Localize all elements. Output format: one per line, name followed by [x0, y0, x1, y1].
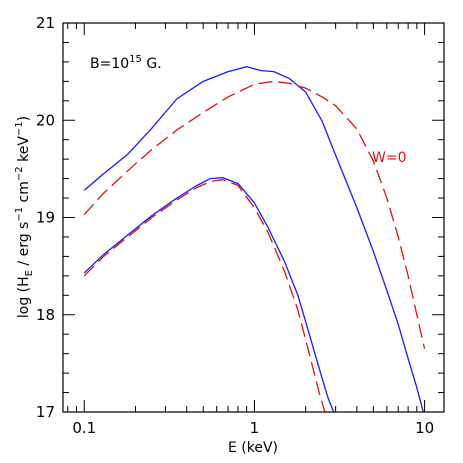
ticks-layer: 0.1 1 10 17 18 19 20 21: [36, 14, 444, 437]
series-line-lower-dashed: [83, 178, 326, 412]
y-tick-label: 20: [36, 111, 55, 129]
annotation-w0: W=0: [372, 150, 406, 166]
y-tick-label: 18: [36, 306, 55, 324]
x-tick-label: 10: [415, 419, 434, 437]
series-layer: [83, 66, 426, 412]
series-line-upper-solid: [83, 66, 424, 412]
annotation-field: B=1015 G.: [90, 54, 162, 72]
y-tick-label: 19: [36, 209, 55, 227]
series-line-upper-dashed: [83, 80, 426, 349]
y-tick-label: 21: [36, 14, 55, 32]
series-line-lower-solid: [83, 176, 335, 412]
x-tick-label: 0.1: [72, 419, 96, 437]
y-axis-title: log (HE / erg s−1 cm−2 keV−1): [14, 116, 35, 318]
x-tick-label: 1: [250, 419, 260, 437]
y-tick-label: 17: [36, 403, 55, 421]
x-axis-title: E (keV): [228, 440, 278, 456]
